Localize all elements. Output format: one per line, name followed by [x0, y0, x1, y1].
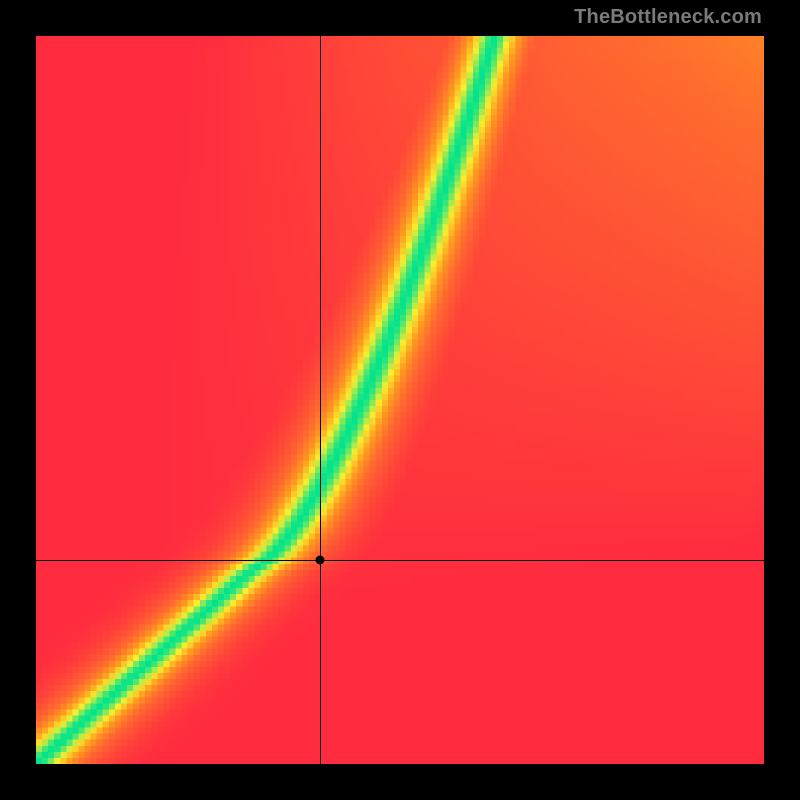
- crosshair-vertical: [320, 36, 321, 764]
- crosshair-marker: [315, 556, 324, 565]
- heatmap-plot: [36, 36, 764, 764]
- crosshair-horizontal: [36, 560, 764, 561]
- watermark-label: TheBottleneck.com: [574, 6, 762, 29]
- heatmap-canvas: [36, 36, 764, 764]
